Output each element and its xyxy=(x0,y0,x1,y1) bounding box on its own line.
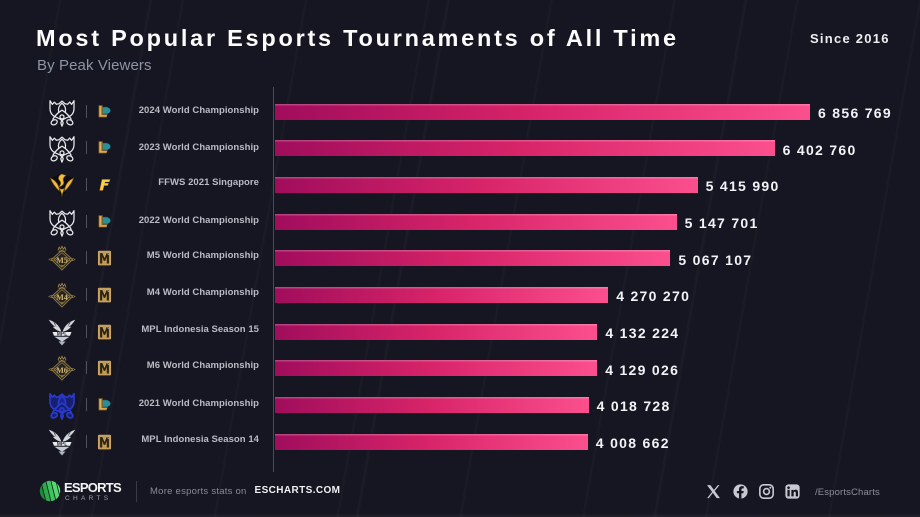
svg-text:MPL: MPL xyxy=(56,441,67,447)
svg-text:M4: M4 xyxy=(56,293,68,302)
svg-text:M6: M6 xyxy=(56,366,68,375)
svg-text:M5: M5 xyxy=(56,256,68,265)
svg-text:MPL: MPL xyxy=(56,331,67,337)
